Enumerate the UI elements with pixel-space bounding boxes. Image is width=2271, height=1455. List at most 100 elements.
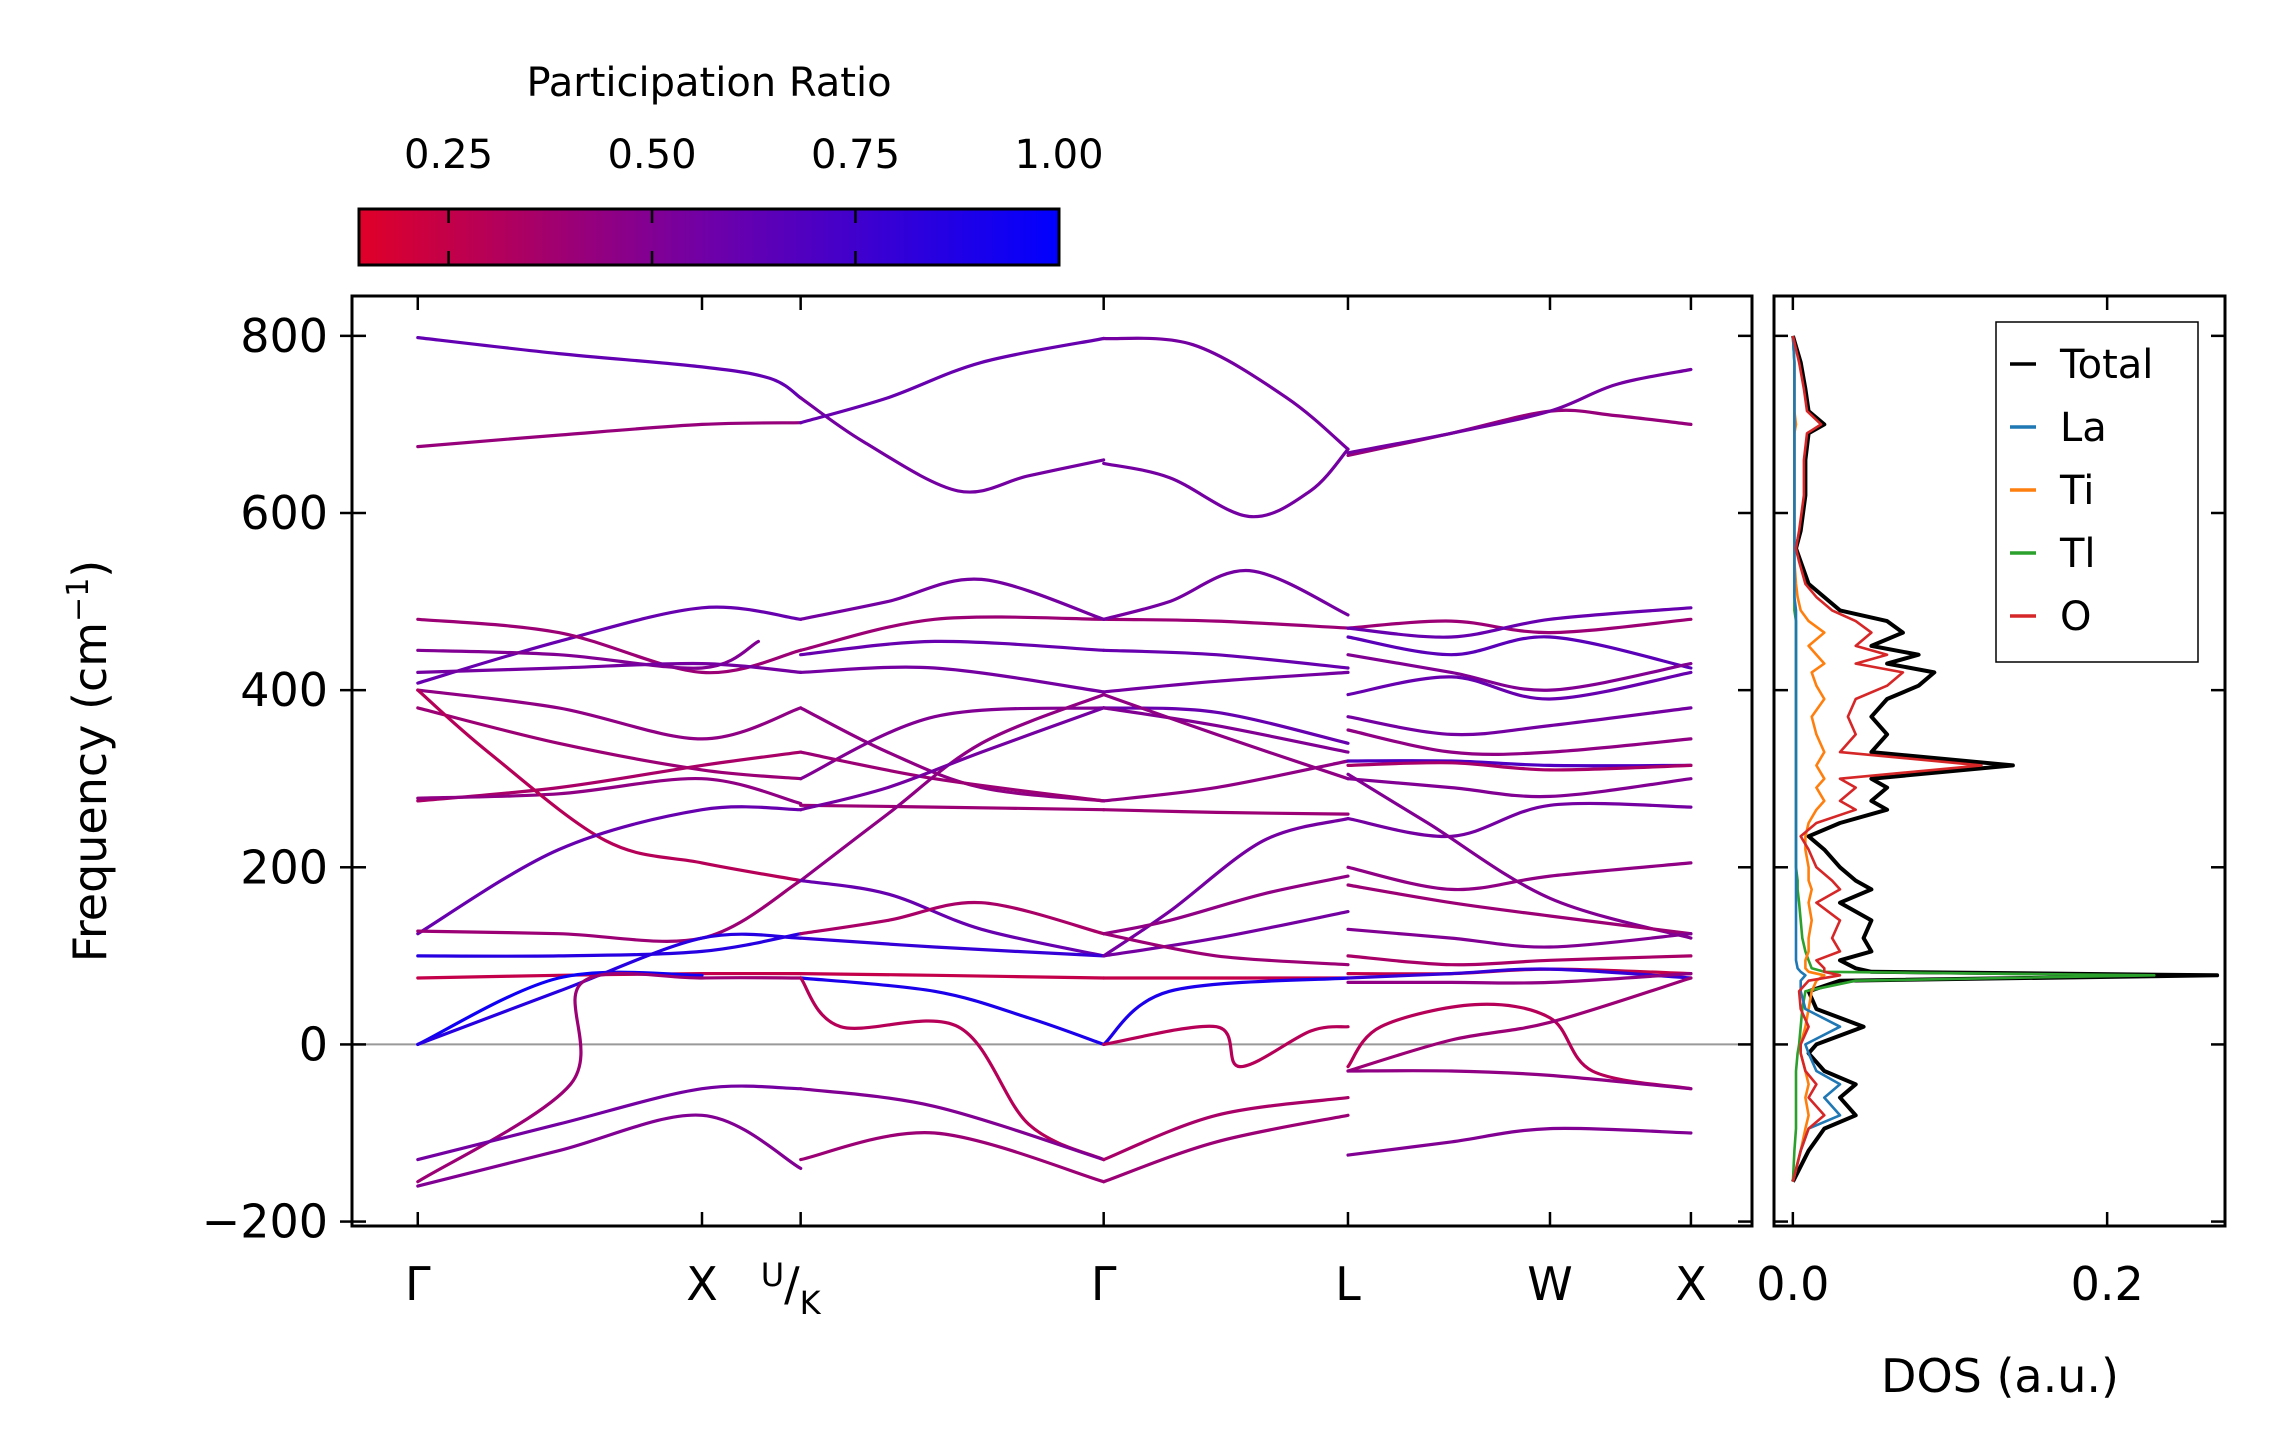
band-x-tick-label: Γ [405,1257,431,1311]
phonon-band [799,972,1106,980]
phonon-band [416,605,803,685]
band-y-tick-label: 600 [240,486,328,540]
phonon-band [1102,1113,1350,1184]
phonon-band [416,661,803,674]
colorbar-gradient [357,207,1061,267]
phonon-band [1346,927,1693,949]
band-y-ticks: −200 0 200 400 600 800 [202,309,1752,1249]
phonon-band [1346,670,1693,701]
band-x-tick-label: X [686,1257,718,1311]
colorbar-tick-label: 0.25 [404,132,493,178]
dos-legend: Total La Ti Tl O [1995,321,2199,663]
phonon-band [416,688,803,741]
phonon-band [1102,447,1350,519]
phonon-band [416,971,803,1184]
phonon-band [416,617,803,675]
frequency-axis-label: Frequency (cm−1) [61,560,117,963]
phonon-band [1346,1126,1693,1157]
dos-x-tick-label: 0.0 [1756,1257,1829,1311]
band-x-tick-label: Γ [1091,1257,1117,1311]
legend-label-total: Total [2059,342,2153,388]
phonon-band [799,693,1106,883]
phonon-band [416,1084,803,1162]
dos-curve-o [1791,335,1983,1183]
phonon-band [1346,954,1693,967]
legend-label-la: La [2060,405,2107,451]
phonon-band [416,776,803,806]
phonon-band [1346,728,1693,756]
phonon-band [416,639,760,670]
band-y-tick-label: 0 [299,1017,328,1071]
phonon-band [416,1113,803,1188]
phonon-band [416,421,803,449]
phonon-band [1102,910,1350,958]
phonon-band [1102,706,1350,745]
phonon-band [799,976,1106,1046]
phonon-band [799,1087,1106,1162]
phonon-band [416,336,803,400]
phonon-band [799,706,1106,781]
phonon-band [416,750,803,803]
phonon-band [1346,367,1693,455]
phonon-band [1346,606,1693,639]
phonon-band [1102,874,1350,936]
phonon-band [1102,817,1350,958]
band-x-tick-label: L [1335,1257,1361,1311]
band-axes-frame [350,294,1754,1228]
dos-curve-la [1791,335,1842,1183]
colorbar-tick-label: 0.50 [607,132,696,178]
band-x-tick-label: U/K [761,1256,822,1322]
band-y-tick-label: 400 [240,663,328,717]
phonon-band [799,936,1106,958]
phonon-band [416,688,803,883]
phonon-bands [416,336,1693,1188]
phonon-band [1346,759,1693,768]
phonon-band [1346,1002,1693,1091]
phonon-band [1102,648,1350,670]
dos-axis-label: DOS (a.u.) [1881,1349,2119,1403]
phonon-band [799,336,1106,425]
phonon-band [799,976,1106,1162]
phonon-band [416,932,803,958]
colorbar-ticks: 0.25 0.50 0.75 1.00 [404,132,1104,265]
phonon-band [1346,801,1693,839]
phonon-band [1346,761,1693,772]
band-structure-panel: −200 0 200 400 600 800 Γ X U/K Γ L W X Frequency (c… [61,294,1754,1322]
phonon-band [1102,976,1350,1046]
dos-x-ticks: 0.0 0.2 [1756,296,2144,1311]
legend-frame [1995,321,2199,663]
phonon-band [1346,653,1693,692]
phonon-band [1346,883,1693,936]
phonon-band [799,639,1106,657]
phonon-band [799,577,1106,621]
phonon-band [799,900,1106,936]
phonon-band [1346,967,1693,980]
phonon-band [1346,976,1693,1073]
phonon-band [799,665,1106,694]
band-x-ticks: Γ X U/K Γ L W X [405,296,1707,1322]
phonon-band [1102,1024,1350,1069]
band-y-tick-label: −200 [202,1195,328,1249]
phonon-band [1102,706,1350,754]
phonon-band [1346,861,1693,892]
legend-label-tl: Tl [2059,531,2096,577]
phonon-band [1346,777,1693,799]
dos-panel: 0.0 0.2 DOS (a.u.) Total La Ti Tl O [1756,294,2227,1403]
band-x-tick-label: W [1527,1257,1572,1311]
phonon-band [1102,808,1350,816]
colorbar-title: Participation Ratio [526,60,891,106]
band-y-tick-label: 800 [240,309,328,363]
colorbar-tick-label: 0.75 [811,132,900,178]
phonon-band [799,1131,1106,1184]
phonon-band [1102,568,1350,621]
phonon-band [799,879,1106,958]
phonon-band [416,805,803,936]
phonon-band [1346,972,1693,985]
band-x-tick-label: X [1675,1257,1707,1311]
dos-x-tick-label: 0.2 [2071,1257,2144,1311]
legend-label-o: O [2060,594,2091,640]
phonon-band [1346,1069,1693,1091]
colorbar-tick-label: 1.00 [1014,132,1103,178]
dos-axes-frame [1772,294,2227,1228]
phonon-band [1102,693,1350,781]
